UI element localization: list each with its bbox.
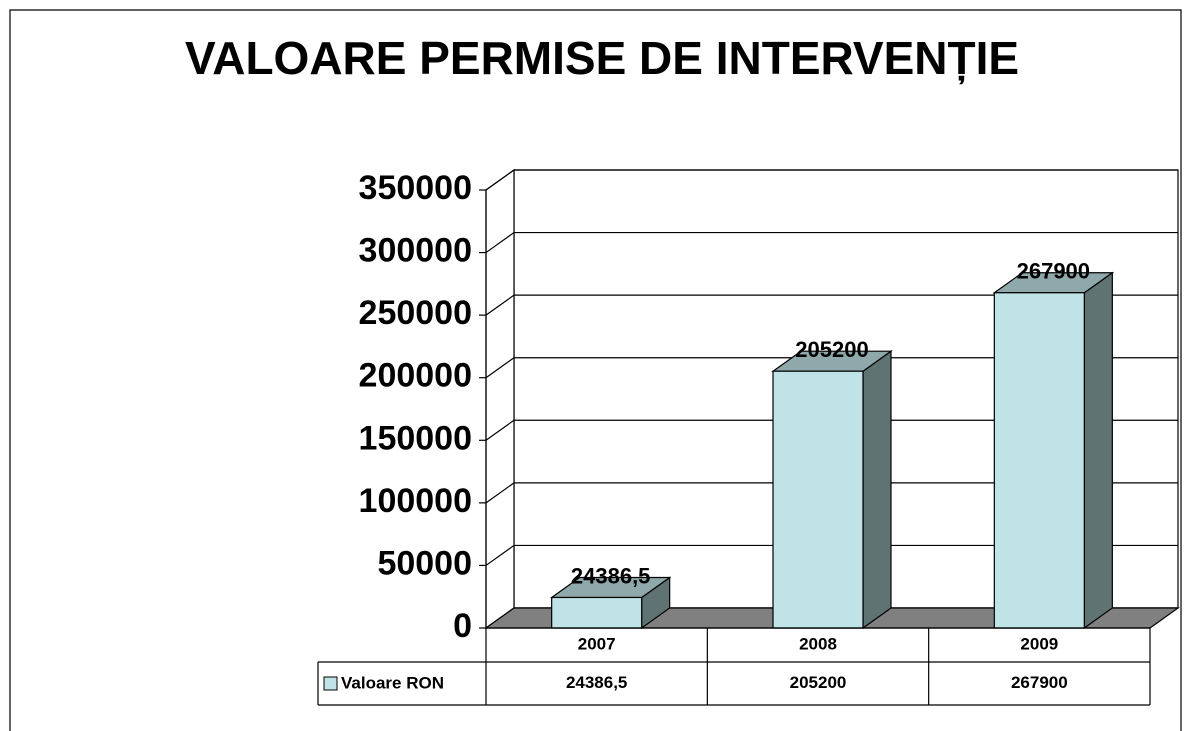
y-tick-label: 350000 — [359, 169, 472, 207]
grid-line — [485, 419, 1178, 441]
grid-line — [485, 544, 1178, 566]
data-label: 24386,5 — [571, 563, 651, 588]
bar-side — [1083, 271, 1113, 630]
side-wall — [485, 168, 515, 630]
bar-side — [862, 350, 892, 630]
x-tick-label: 2008 — [799, 634, 837, 653]
grid-line — [485, 294, 1178, 316]
table-value: 205200 — [790, 673, 847, 692]
y-tick-label: 200000 — [359, 357, 472, 395]
x-tick-label: 2009 — [1020, 634, 1058, 653]
chart-title: VALOARE PERMISE DE INTERVENȚIE — [185, 32, 1019, 85]
y-tick-label: 250000 — [359, 294, 472, 332]
data-label: 267900 — [1017, 259, 1090, 284]
data-label: 205200 — [795, 337, 868, 362]
legend-key — [323, 676, 338, 691]
grid-line — [485, 482, 1178, 504]
grid-line — [485, 357, 1178, 379]
y-tick-label: 300000 — [359, 232, 472, 270]
bar — [551, 596, 643, 629]
legend-label: Valoare RON — [341, 673, 444, 692]
y-tick-label: 50000 — [377, 544, 472, 582]
y-tick-label: 0 — [453, 607, 472, 645]
bar — [993, 292, 1085, 629]
y-tick-label: 100000 — [359, 482, 472, 520]
table-value: 267900 — [1011, 673, 1068, 692]
chart-frame — [9, 9, 1182, 731]
y-tick-label: 150000 — [359, 419, 472, 457]
table-value: 24386,5 — [566, 673, 627, 692]
bar — [772, 370, 864, 629]
grid-line — [485, 169, 1178, 191]
x-tick-label: 2007 — [578, 634, 616, 653]
grid-line — [485, 231, 1178, 254]
